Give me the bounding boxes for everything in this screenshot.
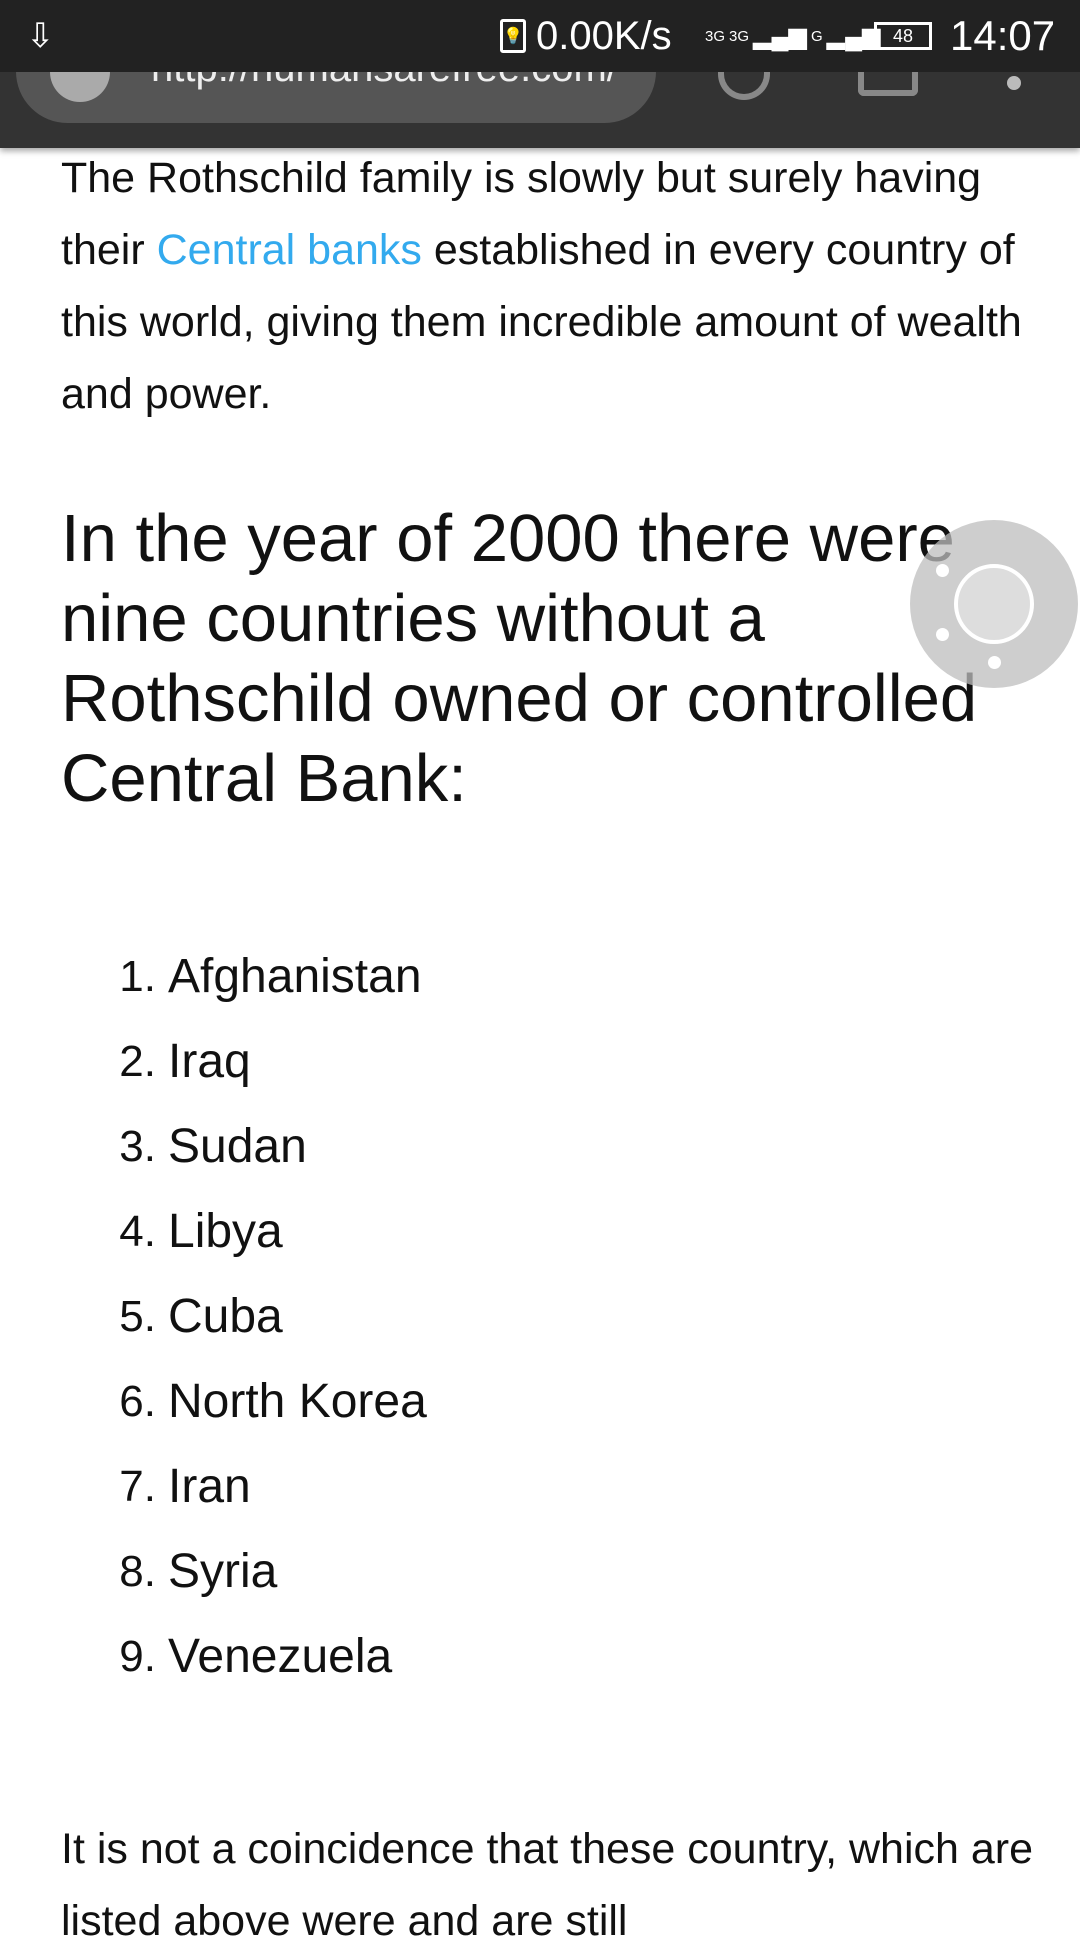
clock: 14:07 [950,12,1056,59]
flame-icon[interactable] [718,60,770,100]
list-item: 3. Sudan [119,1120,307,1173]
central-banks-link[interactable]: Central banks [156,226,422,274]
net-speed: 0.00K/s [536,13,672,58]
dot-icon [936,628,949,641]
list-item: 8. Syria [119,1545,278,1598]
signal-icons: 3G 3G ▂▄▆ G ▂▄▆ [705,22,881,50]
assistive-touch-icon [954,564,1034,644]
list-item: 5. Cuba [119,1290,283,1343]
intro-paragraph: The Rothschild family is slowly but sure… [61,154,1022,418]
signal-icon: ▂▄▆ [826,22,881,50]
status-bar: ⇩ 💡 0.00K/s 3G 3G ▂▄▆ G ▂▄▆ 48 14:07 [0,0,1080,72]
overflow-menu-icon[interactable] [1007,76,1021,90]
list-item: 7. Iran [119,1460,251,1513]
section-heading: In the year of 2000 there were nine coun… [61,501,978,816]
list-item: 2. Iraq [119,1035,251,1088]
floating-assistive-button[interactable] [910,520,1078,688]
download-icon: ⇩ [26,17,55,55]
battery-icon: 48 [874,0,932,72]
list-item: 9. Venezuela [119,1630,393,1683]
signal-icon: ▂▄▆ [753,22,807,50]
list-item: 1. Afghanistan [119,950,422,1003]
list-item: 4. Libya [119,1205,283,1258]
lightbulb-icon: 💡 [500,19,526,53]
closing-paragraph: It is not a coincidence that these count… [61,1825,1034,1945]
countries-list: 1. Afghanistan 2. Iraq 3. Sudan 4. Libya 5. C… [0,934,427,1699]
dot-icon [936,564,949,577]
list-item: 6. North Korea [119,1375,427,1428]
dot-icon [988,656,1001,669]
